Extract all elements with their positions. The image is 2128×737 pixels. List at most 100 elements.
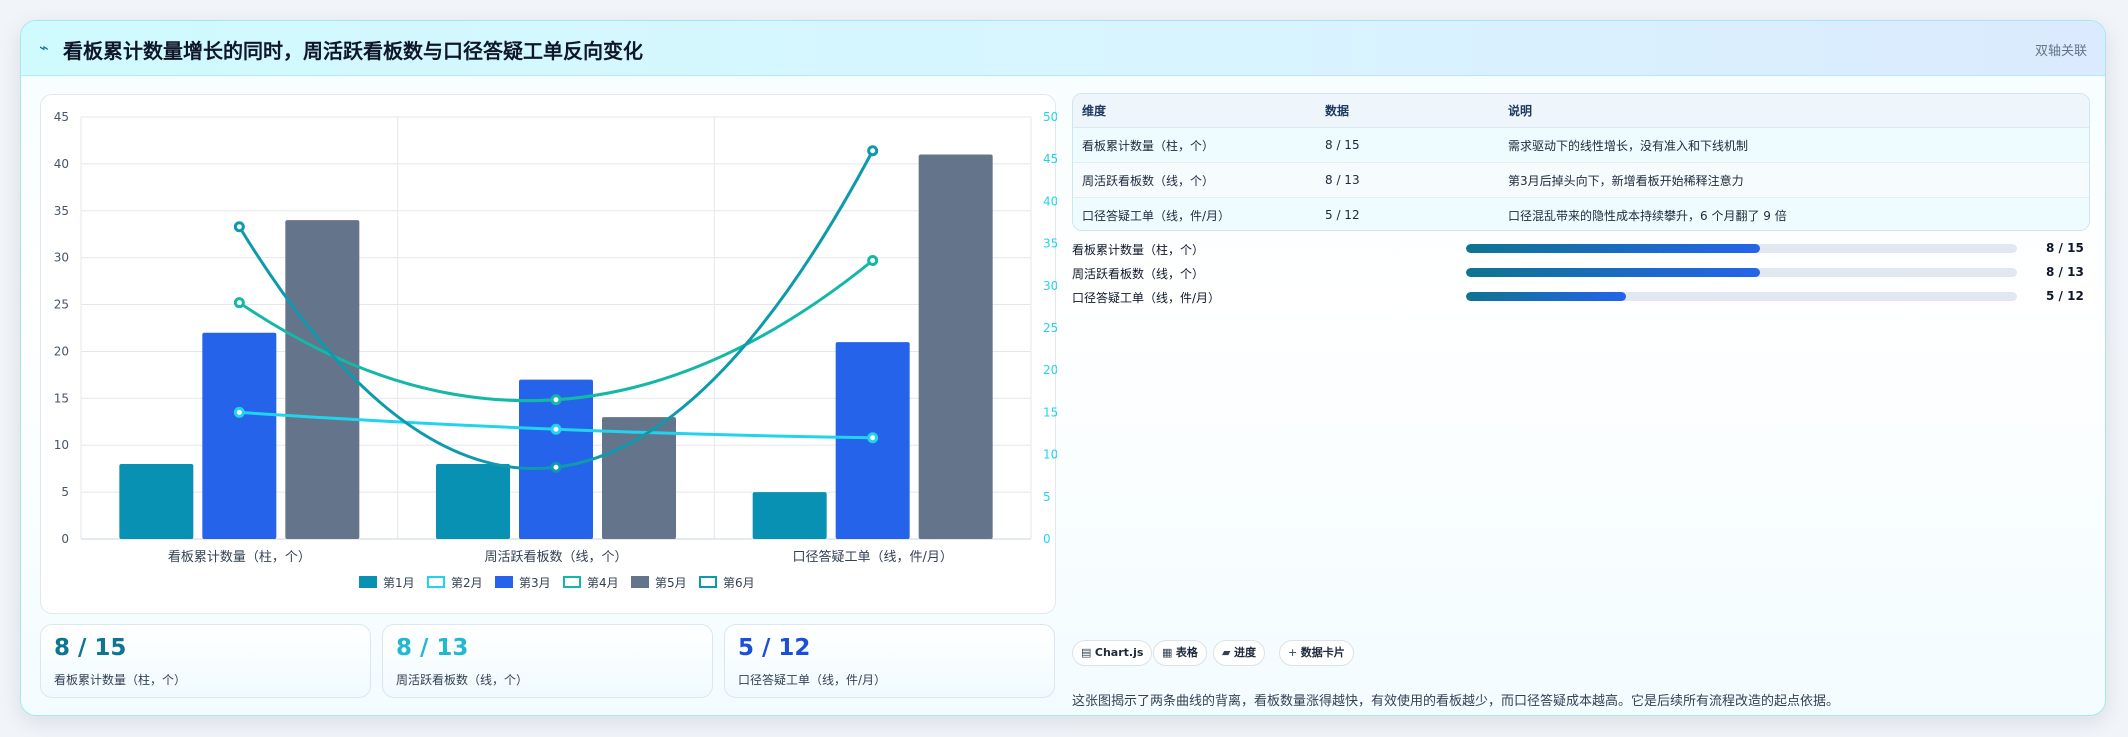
card-icon: + (1288, 646, 1298, 659)
column-header: 说明 (1499, 94, 2089, 128)
table-cell: 需求驱动下的线性增长，没有准入和下线机制 (1499, 127, 2089, 163)
progress-value: 8 / 13 (2046, 265, 2084, 279)
table-row: 周活跃看板数（线，个） 8 / 13 第3月后掉头向下，新增看板开始稀释注意力 (1073, 162, 2089, 198)
x-tick-label: 看板累计数量（柱，个） (168, 549, 311, 565)
legend-label: 第5月 (655, 576, 687, 590)
progress-fill (1466, 292, 1626, 301)
y-left-tick-label: 5 (61, 485, 69, 499)
y-left-tick-label: 30 (54, 251, 69, 265)
y-left-tick-label: 20 (54, 344, 69, 358)
kpi-card-active: 8 / 13 周活跃看板数（线，个） (382, 624, 713, 698)
y-right-tick-label: 35 (1043, 237, 1057, 251)
progress-value: 8 / 15 (2046, 241, 2084, 255)
legend-swatch (427, 576, 445, 588)
chart-panel: 0 5 10 15 20 25 30 35 40 45 0 5 10 15 20 25 30 35 40 45 50 看板… (40, 94, 1057, 614)
table-cell: 周活跃看板数（线，个） (1073, 162, 1316, 198)
progress-row: 周活跃看板数（线，个） 8 / 13 (1072, 262, 2090, 284)
kpi-label: 周活跃看板数（线，个） (396, 673, 529, 687)
chip-label: 数据卡片 (1300, 646, 1345, 659)
legend-swatch (699, 576, 717, 588)
data-table: 维度 数据 说明 看板累计数量（柱，个） 8 / 15 需求驱动下的线性增长，没… (1072, 93, 2090, 231)
line-point (550, 461, 562, 473)
chip-data-card[interactable]: + 数据卡片 (1279, 640, 1354, 666)
table-row: 看板累计数量（柱，个） 8 / 15 需求驱动下的线性增长，没有准入和下线机制 (1073, 127, 2089, 163)
progress-fill (1466, 244, 1760, 253)
kpi-value: 8 / 13 (396, 635, 469, 661)
legend-swatch (563, 576, 581, 588)
y-right-tick-label: 25 (1043, 321, 1057, 335)
progress-label: 周活跃看板数（线，个） (1072, 267, 1205, 281)
progress-label: 看板累计数量（柱，个） (1072, 243, 1205, 257)
line-point (867, 145, 879, 157)
card-title: 看板累计数量增长的同时，周活跃看板数与口径答疑工单反向变化 (63, 39, 643, 63)
progress-track (1466, 244, 2017, 253)
kpi-value: 8 / 15 (54, 635, 127, 661)
legend-label: 第6月 (723, 576, 755, 590)
bar (202, 332, 277, 539)
table-cell: 口径混乱带来的隐性成本持续攀升，6 个月翻了 9 倍 (1499, 197, 2089, 230)
column-header: 维度 (1073, 94, 1316, 128)
chart-icon: ▤ (1081, 646, 1092, 659)
y-left-tick-label: 40 (54, 157, 69, 171)
line-point (233, 406, 245, 418)
line-point (867, 254, 879, 266)
line-point (550, 394, 562, 406)
table-cell: 口径答疑工单（线，件/月） (1073, 197, 1316, 230)
y-right-tick-label: 5 (1043, 490, 1051, 504)
kpi-label: 看板累计数量（柱，个） (54, 673, 187, 687)
line-point (233, 221, 245, 233)
kpi-label: 口径答疑工单（线，件/月） (738, 673, 887, 687)
chip-label: Chart.js (1094, 646, 1144, 659)
legend-label: 第1月 (383, 576, 415, 590)
y-right-tick-label: 50 (1043, 110, 1057, 124)
combo-chart: 0 5 10 15 20 25 30 35 40 45 0 5 10 15 20 25 30 35 40 45 50 看板… (54, 110, 1057, 590)
progress-track (1466, 268, 2017, 277)
legend-swatch (631, 576, 649, 588)
y-left-tick-label: 0 (61, 532, 69, 546)
table-cell: 5 / 12 (1316, 197, 1499, 230)
table-cell: 第3月后掉头向下，新增看板开始稀释注意力 (1499, 162, 2089, 198)
summary-note: 这张图揭示了两条曲线的背离，看板数量涨得越快，有效使用的看板越少，而口径答疑成本… (1072, 694, 1840, 709)
legend-label: 第4月 (587, 576, 619, 590)
line-point (550, 423, 562, 435)
progress-row: 看板累计数量（柱，个） 8 / 15 (1072, 238, 2090, 260)
chip-table[interactable]: ▦ 表格 (1153, 640, 1207, 666)
y-right-tick-label: 0 (1043, 532, 1051, 546)
bar (436, 463, 510, 539)
x-tick-label: 周活跃看板数（线，个） (484, 549, 627, 565)
y-left-tick-label: 35 (54, 204, 69, 218)
trend-icon: ⌁ (39, 38, 49, 57)
progress-value: 5 / 12 (2046, 289, 2084, 303)
chip-chartjs[interactable]: ▤ Chart.js (1072, 640, 1153, 666)
table-cell: 看板累计数量（柱，个） (1073, 127, 1316, 163)
column-header: 数据 (1316, 94, 1499, 128)
line-point (233, 297, 245, 309)
chip-label: 表格 (1175, 646, 1198, 659)
y-left-tick-label: 15 (54, 391, 69, 405)
table-row: 口径答疑工单（线，件/月） 5 / 12 口径混乱带来的隐性成本持续攀升，6 个… (1073, 197, 2089, 230)
legend-swatch (495, 576, 513, 588)
y-right-tick-label: 40 (1043, 194, 1057, 208)
chip-label: 进度 (1233, 646, 1256, 659)
y-right-tick-label: 30 (1043, 279, 1057, 293)
y-left-tick-label: 25 (54, 298, 69, 312)
legend-swatch (359, 576, 377, 588)
table-cell: 8 / 13 (1316, 162, 1499, 198)
bar (119, 463, 194, 539)
table-header-row: 维度 数据 说明 (1073, 94, 2089, 128)
chip-progress[interactable]: ▰ 进度 (1213, 640, 1265, 666)
dual-axis-badge: 双轴关联 (2034, 44, 2087, 59)
kpi-card-tickets: 5 / 12 口径答疑工单（线，件/月） (724, 624, 1055, 698)
progress-fill (1466, 268, 1760, 277)
progress-row: 口径答疑工单（线，件/月） 5 / 12 (1072, 286, 2090, 308)
card-header: ⌁ 看板累计数量增长的同时，周活跃看板数与口径答疑工单反向变化 双轴关联 (21, 21, 2105, 76)
x-tick-label: 口径答疑工单（线，件/月） (792, 549, 952, 565)
dashboard-card: ⌁ 看板累计数量增长的同时，周活跃看板数与口径答疑工单反向变化 双轴关联 0 5 1… (20, 20, 2106, 716)
table-cell: 8 / 15 (1316, 127, 1499, 163)
line-point (867, 432, 879, 444)
legend-label: 第2月 (451, 576, 483, 590)
y-left-tick-label: 10 (54, 438, 69, 452)
bar (918, 154, 993, 539)
legend-label: 第3月 (519, 576, 551, 590)
progress-icon: ▰ (1222, 646, 1231, 659)
